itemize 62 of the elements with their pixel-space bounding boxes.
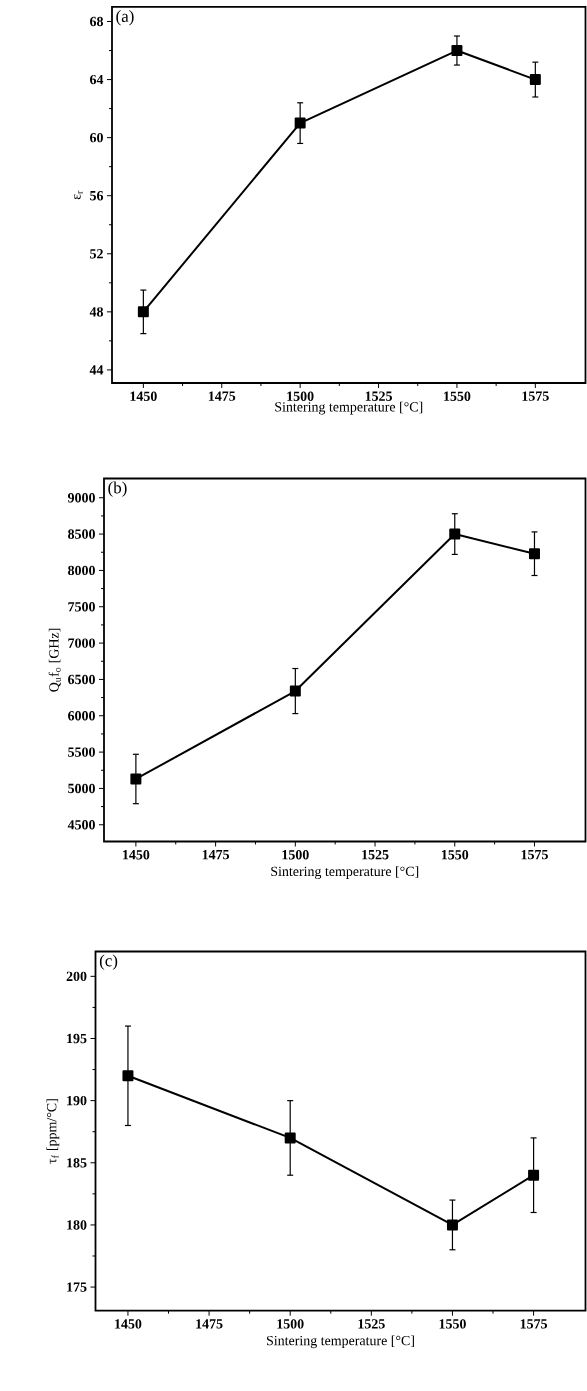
y-tick-label: 9000	[67, 493, 95, 503]
y-tick-label: 52	[90, 249, 103, 259]
y-tick-label: 175	[67, 1282, 87, 1292]
y-tick-label: 6000	[68, 711, 95, 721]
x-tick-label: 1500	[277, 1319, 304, 1329]
y-tick-label: 200	[66, 971, 87, 982]
y-tick-label: 60	[90, 132, 103, 143]
y-tick-label: 7000	[68, 638, 95, 648]
x-tick-label: 1450	[130, 391, 157, 401]
x-tick-label: 1550	[444, 391, 471, 401]
point	[451, 45, 463, 57]
x-tick-label: 1500	[287, 391, 314, 401]
x-tick-label: 1525	[365, 391, 392, 401]
point	[284, 1132, 296, 1144]
point	[449, 528, 461, 540]
x-tick-label: 1575	[520, 1319, 548, 1329]
point	[130, 773, 142, 785]
point	[528, 548, 540, 560]
y-axis-title: Q$_{u}$f$_{o}$ [GHz]	[48, 628, 61, 692]
point	[137, 306, 149, 318]
point	[294, 117, 306, 129]
y-tick-label: 64	[90, 74, 104, 85]
x-axis-title: Sintering temperature [°C]	[271, 866, 419, 879]
y-tick-label: 180	[67, 1220, 87, 1230]
y-tick-label: 5500	[68, 747, 95, 757]
x-tick-label: 1475	[202, 849, 230, 860]
annotation: (a)	[116, 10, 134, 26]
x-tick-label: 1575	[522, 391, 549, 401]
x-tick-label: 1475	[196, 1319, 223, 1329]
annotation: (c)	[99, 954, 118, 970]
x-tick-label: 1525	[362, 850, 389, 860]
x-axis-title: Sintering temperature [°C]	[275, 401, 423, 415]
y-tick-label: 5000	[68, 783, 95, 794]
point	[529, 74, 541, 86]
x-tick-label: 1525	[358, 1319, 385, 1329]
y-tick-label: 7500	[68, 602, 95, 612]
y-tick-label: 8000	[68, 565, 95, 576]
x-tick-label: 1575	[521, 849, 548, 860]
y-tick-label: 68	[90, 16, 104, 27]
point	[289, 685, 301, 697]
y-axis-title: ε$_{r}$	[73, 190, 83, 200]
y-tick-label: 190	[67, 1095, 87, 1106]
y-tick-label: 8500	[68, 529, 95, 539]
x-tick-label: 1550	[441, 850, 469, 860]
x-tick-label: 1450	[115, 1319, 142, 1329]
point	[122, 1070, 134, 1082]
x-tick-label: 1475	[208, 391, 236, 401]
annotation: (b)	[108, 481, 127, 497]
x-tick-label: 1500	[282, 850, 309, 860]
y-tick-label: 195	[67, 1033, 87, 1044]
y-tick-label: 56	[90, 191, 104, 201]
y-tick-label: 6500	[68, 674, 95, 685]
y-tick-label: 44	[89, 365, 104, 375]
x-axis-title: Sintering temperature [°C]	[267, 1335, 414, 1349]
y-tick-label: 185	[67, 1158, 87, 1168]
point	[446, 1219, 458, 1231]
x-tick-label: 1450	[123, 850, 150, 860]
y-tick-label: 48	[89, 307, 104, 317]
y-axis-title: τ$_{f}$ [ppm/°C]	[46, 1099, 60, 1164]
y-tick-label: 4500	[67, 820, 95, 830]
x-tick-label: 1550	[439, 1319, 466, 1329]
point	[528, 1169, 540, 1181]
